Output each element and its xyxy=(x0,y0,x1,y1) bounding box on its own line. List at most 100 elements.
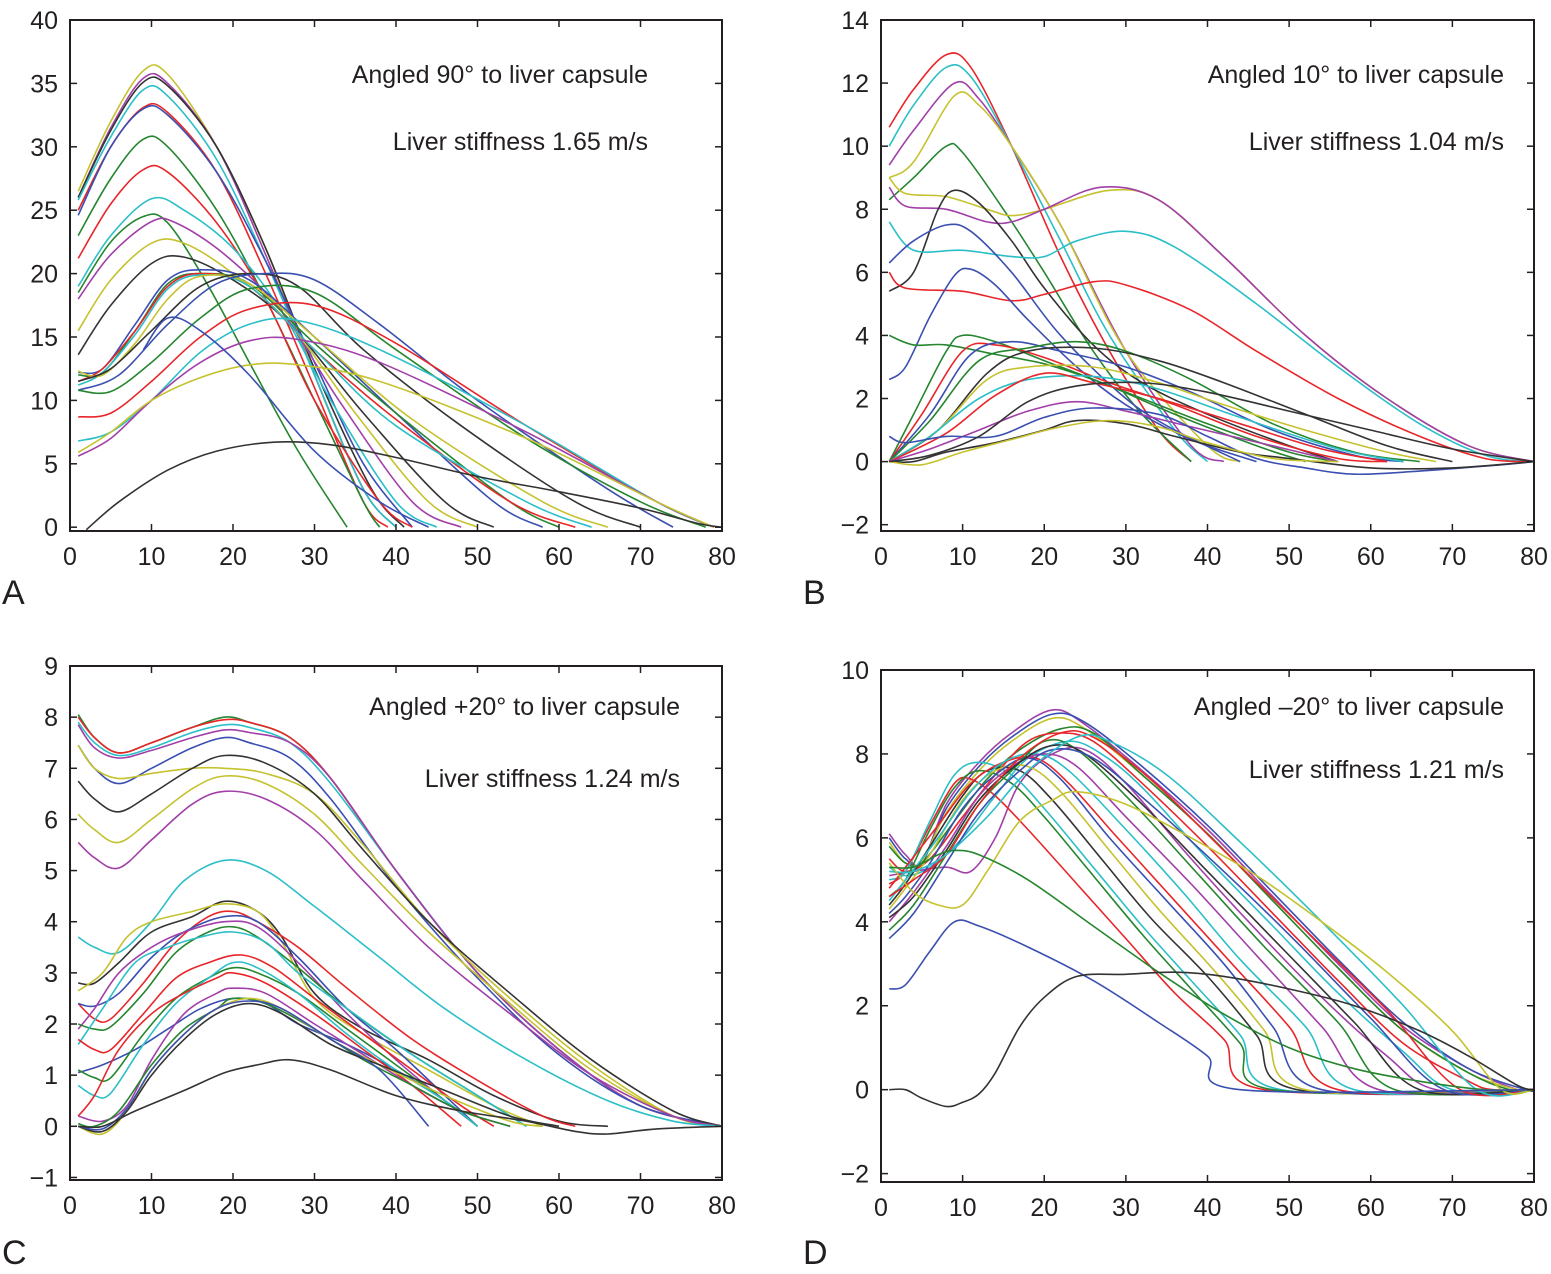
y-tick-label: 0 xyxy=(44,514,58,542)
x-tick-label: 10 xyxy=(138,543,166,571)
series-line-a-18 xyxy=(77,273,609,528)
y-tick-label: 6 xyxy=(855,259,869,287)
series-line-b-24 xyxy=(889,419,1534,470)
x-tick-label: 30 xyxy=(1112,543,1140,571)
series-line-c-21 xyxy=(77,961,478,1127)
x-tick-label: 70 xyxy=(1438,543,1466,571)
y-tick-label: 40 xyxy=(30,7,58,35)
series-line-a-24 xyxy=(77,336,715,528)
y-tick-label: 2 xyxy=(855,386,869,414)
series-line-a-27 xyxy=(85,441,722,531)
series-line-a-4 xyxy=(77,84,397,528)
axes-frame xyxy=(69,665,723,1181)
x-tick-label: 70 xyxy=(1438,1194,1466,1222)
series-line-c-15 xyxy=(77,920,478,1127)
series-line-a-14 xyxy=(78,268,544,528)
y-tick-label: 8 xyxy=(855,741,869,769)
series-line-d-18 xyxy=(888,744,1534,1096)
y-tick-label: 7 xyxy=(44,755,58,783)
series-line-b-11 xyxy=(888,271,1534,463)
series-line-d-11 xyxy=(888,766,1534,1095)
x-tick-label: 70 xyxy=(627,1192,655,1220)
x-tick-label: 40 xyxy=(1194,1194,1222,1222)
series-line-b-25 xyxy=(889,419,1339,466)
x-tick-label: 80 xyxy=(708,543,736,571)
series-line-b-4 xyxy=(888,91,1241,463)
series-line-d-20 xyxy=(888,729,1534,1097)
series-line-c-8 xyxy=(77,775,722,1128)
series-line-d-23 xyxy=(889,849,1534,1092)
series-line-a-19 xyxy=(77,272,641,528)
angle-annotation: Angled 90° to liver capsule xyxy=(352,61,648,89)
series-line-a-25 xyxy=(77,362,715,528)
series-line-c-13 xyxy=(77,910,576,1128)
series-line-a-22 xyxy=(78,301,715,528)
x-tick-label: 50 xyxy=(464,543,492,571)
y-tick-label: 0 xyxy=(855,449,869,477)
series-line-d-19 xyxy=(888,748,1534,1096)
x-tick-label: 10 xyxy=(949,543,977,571)
y-tick-label: −2 xyxy=(840,512,869,540)
series-line-c-19 xyxy=(77,997,478,1127)
series-line-c-5 xyxy=(77,736,722,1128)
series-line-c-11 xyxy=(78,900,608,1128)
series-line-d-12 xyxy=(888,764,1534,1095)
x-tick-label: 80 xyxy=(1520,543,1548,571)
y-tick-label: 9 xyxy=(44,653,58,681)
panel-letter: D xyxy=(803,1234,828,1272)
y-tick-label: 6 xyxy=(44,806,58,834)
series-line-c-14 xyxy=(78,914,479,1127)
series-line-c-17 xyxy=(77,931,527,1127)
series-line-b-7 xyxy=(888,186,1534,463)
series-line-b-20 xyxy=(888,374,1404,463)
angle-annotation: Angled 10° to liver capsule xyxy=(1208,61,1504,89)
series-line-b-14 xyxy=(888,334,1306,463)
x-tick-label: 50 xyxy=(464,1192,492,1220)
x-tick-label: 60 xyxy=(1357,543,1385,571)
panel-a: 0 10 20 30 40 50 60 70 80 0 5 10 15 20 25 30 35 40 Angled … xyxy=(2,7,736,612)
y-tick-label: 10 xyxy=(30,387,58,415)
series-line-c-28 xyxy=(78,1058,722,1135)
series-line-a-11 xyxy=(77,217,462,528)
y-tick-label: 8 xyxy=(44,704,58,732)
panel-letter: B xyxy=(803,574,826,612)
series-line-d-4 xyxy=(888,726,1534,1092)
y-tick-label: 15 xyxy=(30,324,58,352)
series-line-b-2 xyxy=(888,63,1209,463)
y-tick-label: 4 xyxy=(44,909,58,937)
x-tick-label: 60 xyxy=(1357,1194,1385,1222)
x-tick-label: 10 xyxy=(949,1194,977,1222)
series-line-c-24 xyxy=(77,997,511,1128)
axes-frame xyxy=(880,19,1535,532)
series-line-a-21 xyxy=(78,284,706,528)
angle-annotation: Angled –20° to liver capsule xyxy=(1194,693,1504,721)
x-tick-label: 40 xyxy=(382,1192,410,1220)
series-line-b-8 xyxy=(888,189,1339,463)
series-line-a-8 xyxy=(77,164,413,528)
series-group xyxy=(888,52,1534,476)
series-line-a-20 xyxy=(77,272,674,528)
y-tick-label: 1 xyxy=(44,1062,58,1090)
series-line-d-22 xyxy=(888,790,1534,1095)
y-tick-label: 5 xyxy=(44,858,58,886)
series-line-d-5 xyxy=(888,732,1534,1092)
series-line-b-1 xyxy=(888,52,1192,463)
x-tick-label: 20 xyxy=(219,543,247,571)
y-tick-label: 12 xyxy=(841,70,869,98)
y-tick-label: 5 xyxy=(44,451,58,479)
y-tick-label: 2 xyxy=(855,993,869,1021)
series-group xyxy=(77,64,722,531)
stiffness-annotation: Liver stiffness 1.21 m/s xyxy=(1249,756,1504,784)
x-tick-label: 30 xyxy=(301,543,329,571)
series-line-c-18 xyxy=(77,954,495,1127)
series-line-d-10 xyxy=(888,769,1534,1094)
series-line-b-22 xyxy=(888,400,1339,463)
series-line-b-13 xyxy=(888,334,1339,463)
x-tick-label: 20 xyxy=(219,1192,247,1220)
series-line-d-9 xyxy=(888,761,1534,1095)
x-tick-label: 70 xyxy=(627,543,655,571)
y-tick-label: −1 xyxy=(29,1164,58,1192)
